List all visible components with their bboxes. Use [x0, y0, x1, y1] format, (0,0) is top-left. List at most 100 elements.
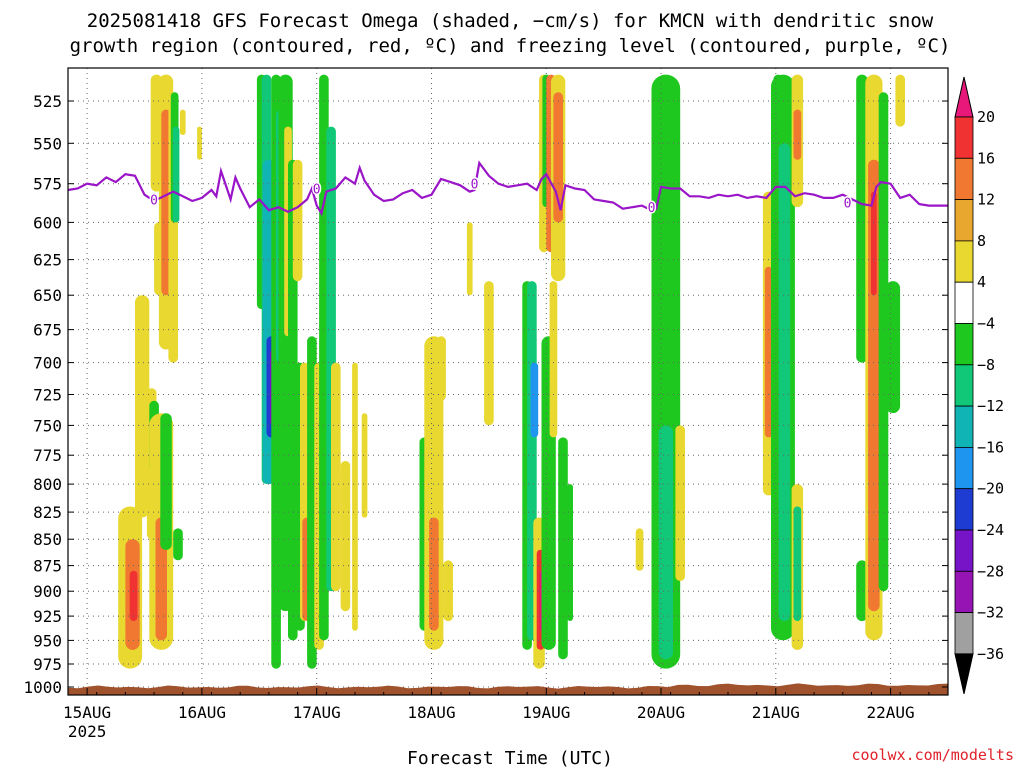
- omega-cell: [764, 266, 773, 438]
- x-tick-label: 20AUG: [637, 703, 685, 722]
- plot-background: [68, 68, 948, 695]
- colorbar-swatch: [954, 157, 974, 201]
- colorbar-label: −32: [977, 604, 1004, 622]
- colorbar-label: 12: [977, 191, 995, 209]
- omega-cell: [530, 362, 539, 438]
- y-tick-label: 575: [33, 175, 62, 194]
- colorbar-label: −16: [977, 438, 1004, 456]
- colorbar-swatch: [954, 281, 974, 324]
- y-tick-label: 825: [33, 503, 62, 522]
- colorbar-label: −8: [977, 356, 995, 374]
- omega-cell: [871, 191, 877, 296]
- x-tick-label: 17AUG: [293, 703, 341, 722]
- colorbar-swatch: [954, 364, 974, 407]
- colorbar-swatch: [954, 529, 974, 572]
- colorbar-label: −4: [977, 315, 995, 333]
- chart-title-line-1: 2025081418 GFS Forecast Omega (shaded, −…: [87, 10, 934, 32]
- omega-cell: [129, 570, 138, 621]
- omega-cell: [778, 143, 791, 622]
- freezing-level-label: 0: [844, 197, 852, 212]
- freezing-level-line: [67, 160, 948, 217]
- y-tick-label: 800: [33, 475, 62, 494]
- y-tick-label: 875: [33, 557, 62, 576]
- colorbar-swatch: [954, 612, 974, 655]
- omega-cell: [340, 461, 351, 612]
- colorbar-label: −36: [977, 645, 1004, 663]
- x-tick-label: 16AUG: [178, 703, 226, 722]
- omega-cell: [466, 222, 473, 296]
- chart-title-line-2: growth region (contoured, red, ºC) and f…: [70, 35, 951, 57]
- y-tick-label: 850: [33, 530, 62, 549]
- y-tick-label: 775: [33, 446, 62, 465]
- omega-cell: [868, 159, 880, 612]
- colorbar-swatch: [954, 323, 974, 366]
- colorbar-label: −28: [977, 562, 1004, 580]
- omega-cell: [436, 336, 446, 401]
- x-tick-label: 21AUG: [752, 703, 800, 722]
- y-tick-label: 925: [33, 607, 62, 626]
- y-tick-label: 950: [33, 631, 62, 650]
- omega-cell: [549, 281, 558, 438]
- y-tick-label: 750: [33, 416, 62, 435]
- y-tick-label: 700: [33, 354, 62, 373]
- omega-cell: [675, 425, 685, 581]
- omega-cell: [895, 74, 905, 127]
- y-tick-label: 600: [33, 213, 62, 232]
- colorbar-swatch: [954, 488, 974, 531]
- y-tick-label: 525: [33, 92, 62, 111]
- omega-cell: [878, 92, 889, 592]
- omega-cell: [635, 528, 644, 571]
- omega-cell: [361, 413, 368, 518]
- colorbar-swatch: [954, 405, 974, 448]
- credit-label: coolwx.com/modelts: [851, 746, 1014, 764]
- y-tick-label: 725: [33, 386, 62, 405]
- x-tick-label: 18AUG: [407, 703, 455, 722]
- x-tick-label: 22AUG: [867, 703, 915, 722]
- y-tick-label: 975: [33, 655, 62, 674]
- colorbar-label: 20: [977, 108, 995, 126]
- omega-cell: [484, 281, 494, 426]
- omega-cell: [429, 517, 439, 631]
- freezing-level-label: 0: [648, 201, 656, 216]
- plot-area: 0 0 0 0 0: [67, 67, 949, 696]
- colorbar-bottom-arrow: [954, 653, 974, 695]
- omega-cell: [856, 74, 868, 363]
- omega-cell: [173, 528, 183, 561]
- colorbar-swatch: [954, 240, 974, 283]
- omega-cell: [885, 281, 901, 414]
- colorbar-label: 4: [977, 273, 986, 291]
- omega-cell: [856, 560, 868, 622]
- y-tick-label: 1000: [23, 678, 62, 697]
- y-tick-label: 625: [33, 251, 62, 270]
- colorbar-label: 8: [977, 232, 986, 250]
- omega-cell: [793, 109, 802, 160]
- colorbar-label: −12: [977, 397, 1004, 415]
- y-tick-label: 900: [33, 582, 62, 601]
- colorbar-swatch: [954, 446, 974, 490]
- colorbar-top-arrow: [954, 76, 974, 118]
- colorbar-label: 16: [977, 149, 995, 167]
- y-tick-label: 650: [33, 286, 62, 305]
- omega-cell: [197, 126, 202, 160]
- colorbar-label: −20: [977, 480, 1004, 498]
- colorbar-swatch: [954, 570, 974, 613]
- omega-cell: [331, 362, 341, 592]
- x-tick-label: 15AUG: [63, 703, 111, 722]
- plot-frame: [67, 67, 949, 696]
- y-axis: 525 550 575 600 625 650 675 700 725 750 775 800 825 8…: [23, 92, 948, 697]
- colorbar-swatch: [954, 199, 974, 242]
- colorbar-label: −24: [977, 521, 1004, 539]
- freezing-level-contour: 0 0 0 0 0: [67, 160, 948, 218]
- y-tick-label: 550: [33, 134, 62, 153]
- omega-cell: [558, 437, 568, 660]
- omega-cell: [172, 126, 180, 223]
- y-tick-label: 675: [33, 321, 62, 340]
- colorbar-swatch: [954, 116, 974, 159]
- omega-cell: [352, 362, 358, 631]
- x-tick-label: 19AUG: [522, 703, 570, 722]
- omega-cell: [160, 413, 172, 550]
- omega-cell: [292, 159, 303, 282]
- omega-cell: [567, 484, 573, 621]
